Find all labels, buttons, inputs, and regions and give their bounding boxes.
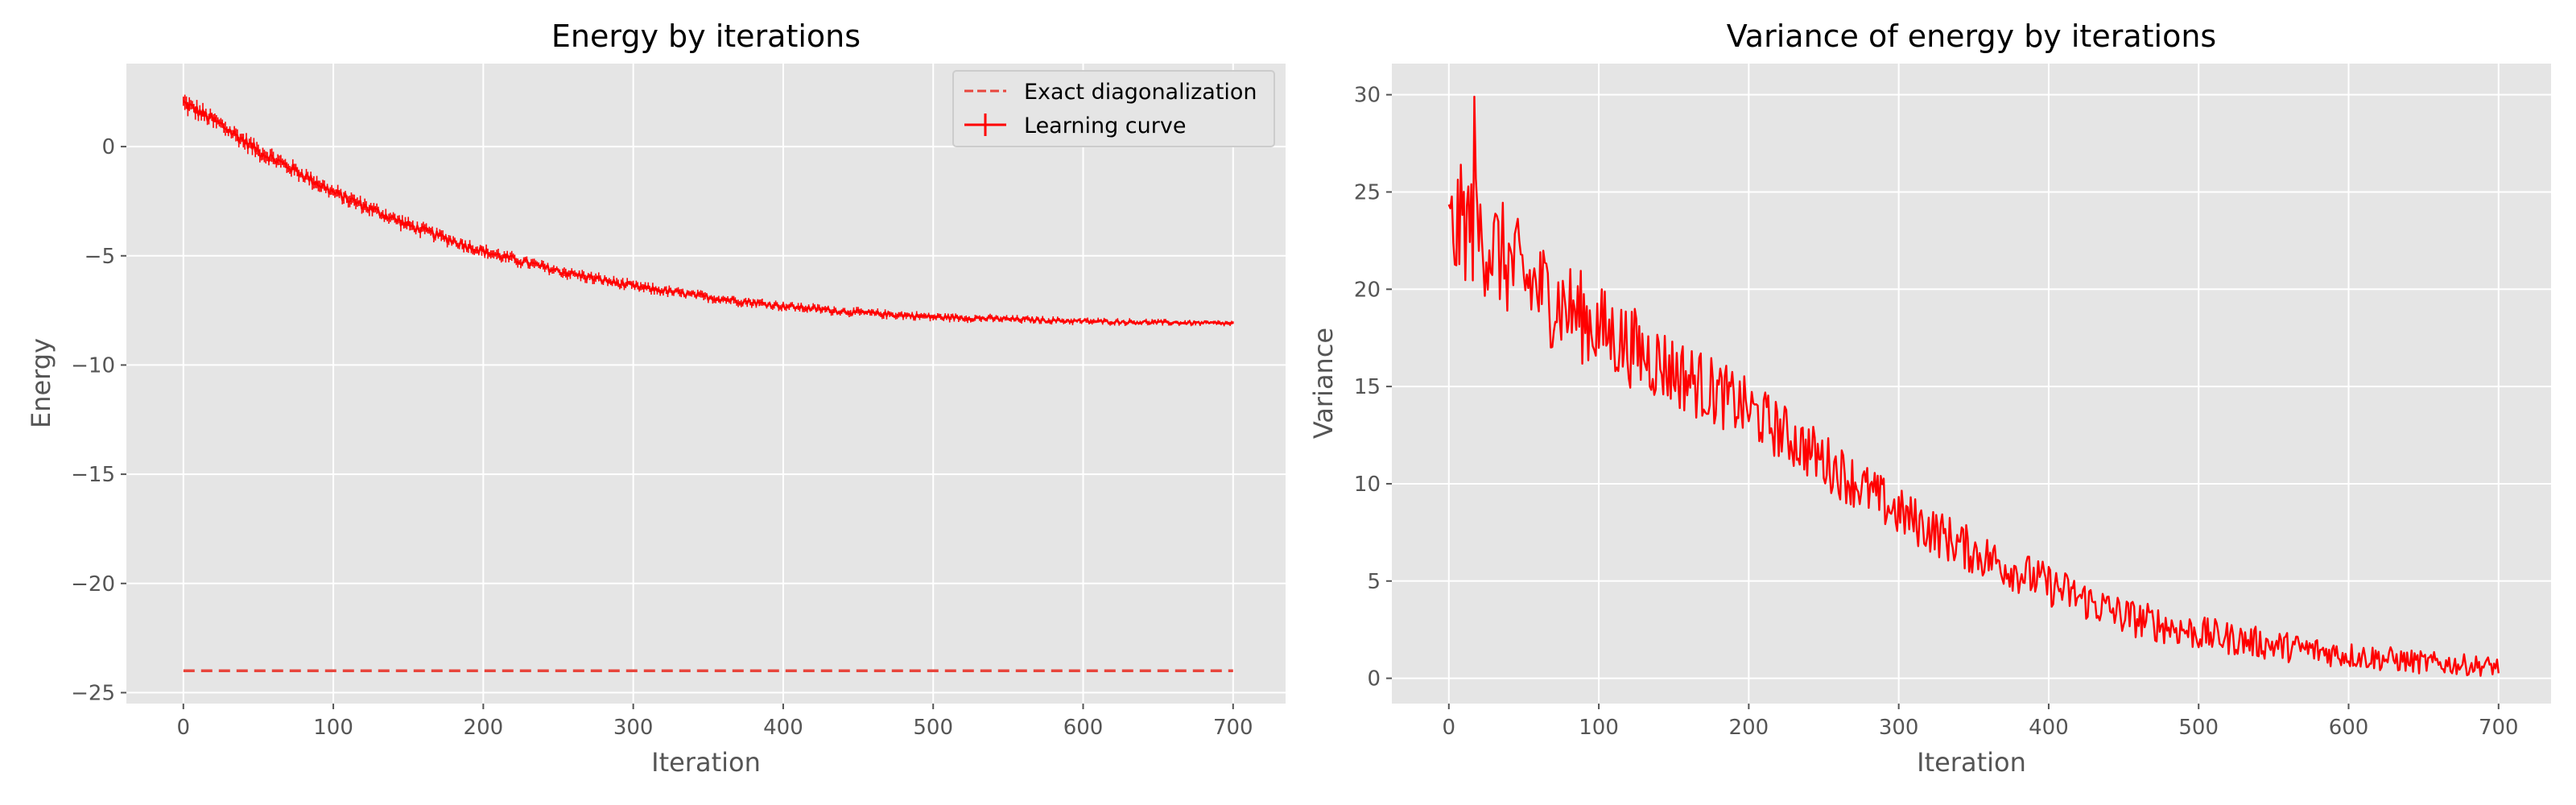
- x-tick-label: 700: [1213, 716, 1253, 740]
- energy-y-axis-label: Energy: [26, 338, 56, 428]
- y-tick-label: 0: [101, 135, 115, 159]
- variance-x-axis-label: Iteration: [1917, 747, 2026, 778]
- x-tick-label: 600: [2329, 716, 2369, 740]
- variance-tick-labels: 0 100 200 300 400 500 600 700 0 5 10 15 20 25 30: [1354, 84, 2519, 740]
- variance-line: [1447, 95, 2500, 677]
- x-tick-label: 400: [763, 716, 803, 740]
- energy-data: [182, 94, 1234, 673]
- x-tick-label: 100: [313, 716, 353, 740]
- y-tick-label: 30: [1354, 84, 1381, 108]
- y-tick-label: 15: [1354, 375, 1381, 399]
- legend-exact-label: Exact diagonalization: [1024, 80, 1257, 105]
- variance-gridlines: [1392, 64, 2551, 704]
- y-tick-label: −10: [71, 353, 115, 378]
- variance-chart-title: Variance of energy by iterations: [1727, 19, 2216, 54]
- x-tick-label: 400: [2029, 716, 2069, 740]
- energy-legend: Exact diagonalization Learning curve: [952, 70, 1275, 147]
- x-tick-label: 700: [2479, 716, 2519, 740]
- legend-frame: [952, 70, 1275, 147]
- variance-data: [1447, 95, 2500, 677]
- energy-tick-labels: 0 100 200 300 400 500 600 700 0 −5 −10 −15 −20 −25: [71, 135, 1253, 740]
- variance-chart: 0 100 200 300 400 500 600 700 0 5 10 15 20 25 30 Varia…: [1308, 19, 2551, 778]
- x-tick-label: 200: [1729, 716, 1769, 740]
- x-tick-label: 300: [613, 716, 654, 740]
- y-tick-label: 10: [1354, 473, 1381, 497]
- y-tick-label: 25: [1354, 180, 1381, 204]
- x-tick-label: 200: [464, 716, 504, 740]
- y-tick-label: −25: [71, 681, 115, 705]
- learning-curve-line: [183, 100, 1233, 326]
- x-tick-label: 100: [1579, 716, 1619, 740]
- y-tick-label: 20: [1354, 278, 1381, 302]
- y-tick-label: 5: [1367, 570, 1381, 594]
- legend-learning-label: Learning curve: [1024, 114, 1186, 138]
- x-tick-label: 600: [1063, 716, 1104, 740]
- variance-plot-area: [1392, 64, 2551, 704]
- energy-chart: 0 100 200 300 400 500 600 700 0 −5 −10 −15 −20 −25 En…: [26, 19, 1286, 778]
- x-tick-label: 500: [2178, 716, 2219, 740]
- x-tick-label: 300: [1879, 716, 1919, 740]
- y-tick-label: −5: [85, 245, 115, 269]
- y-tick-label: −15: [71, 463, 115, 487]
- y-tick-label: 0: [1367, 667, 1381, 691]
- energy-plot-area: [126, 64, 1286, 704]
- energy-x-axis-label: Iteration: [651, 747, 761, 778]
- y-tick-label: −20: [71, 572, 115, 597]
- energy-gridlines: [126, 64, 1286, 704]
- variance-y-axis-label: Variance: [1308, 328, 1339, 439]
- x-tick-label: 0: [1443, 716, 1456, 740]
- x-tick-label: 0: [177, 716, 191, 740]
- x-tick-label: 500: [913, 716, 953, 740]
- energy-chart-title: Energy by iterations: [551, 19, 861, 54]
